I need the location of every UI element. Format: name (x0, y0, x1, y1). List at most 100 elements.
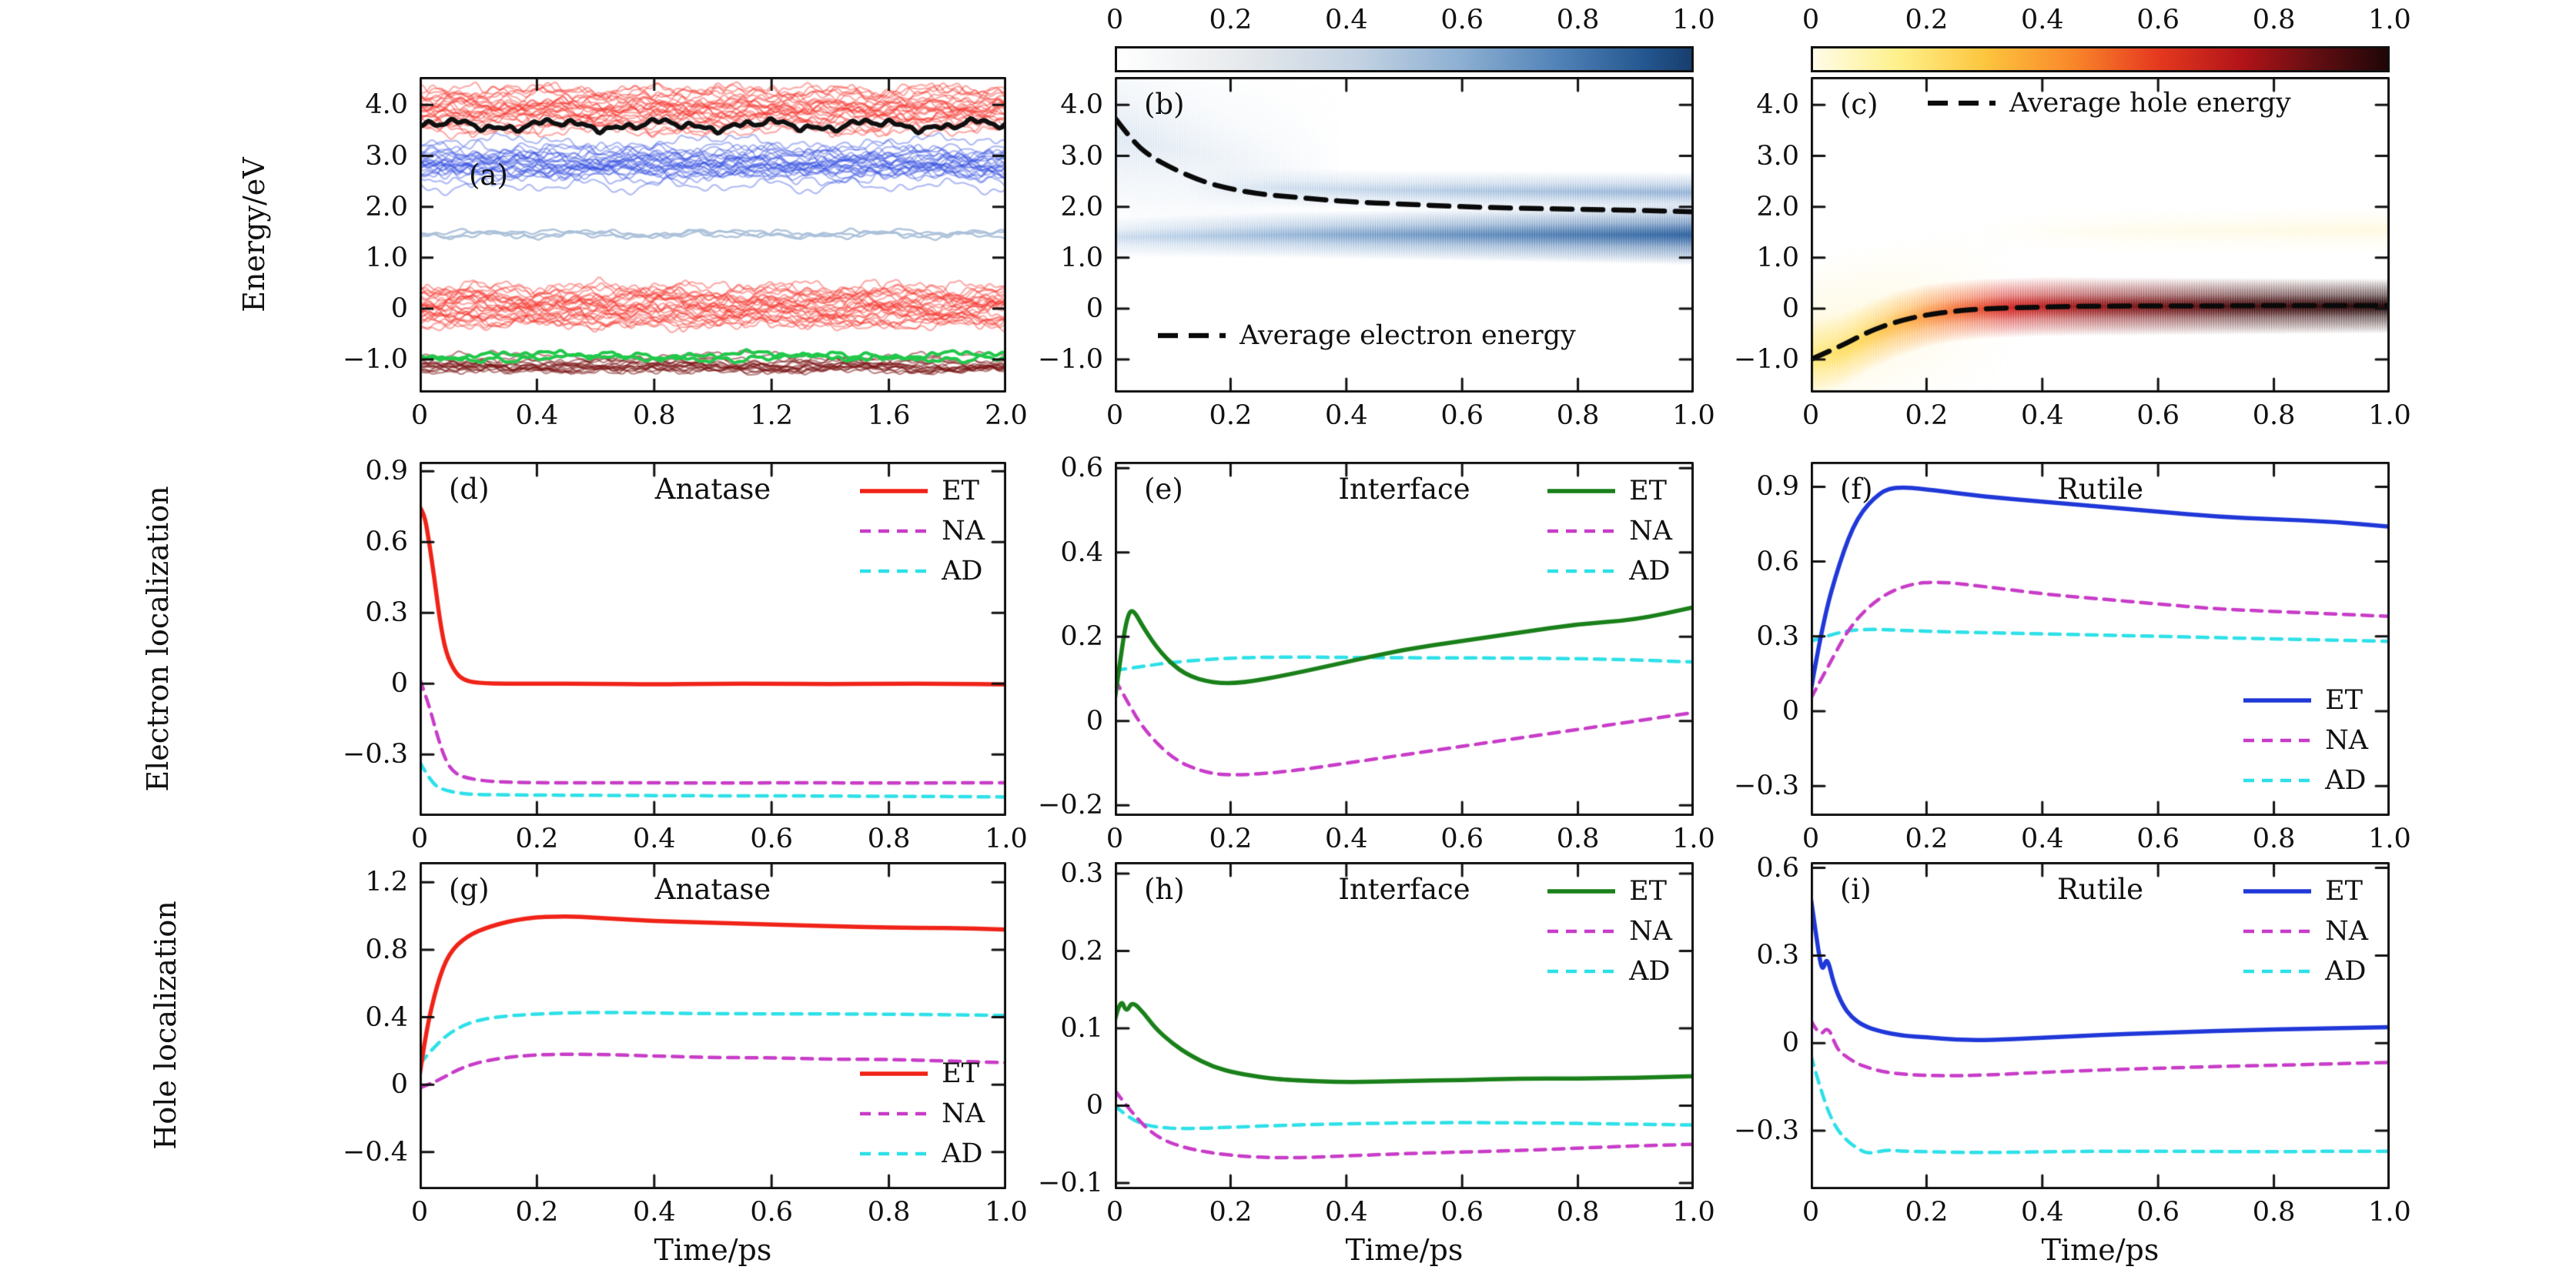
colorbar-tick-label: 0.4 (1324, 5, 1368, 35)
y-tick-label: 0 (390, 1069, 408, 1101)
y-tick-label: 0.4 (365, 1001, 408, 1033)
x-tick-label: 0.4 (1324, 1197, 1368, 1228)
legend-line-sample (1547, 889, 1616, 894)
x-axis-label-col1: Time/ps (654, 1233, 772, 1267)
legend-label: AD (942, 556, 983, 587)
y-tick-label: 0 (390, 292, 408, 324)
legend-line-sample (860, 569, 928, 573)
y-tick-label: 1.2 (365, 867, 408, 898)
x-tick-label: 0.8 (867, 824, 911, 854)
x-tick-label: 0.4 (632, 1197, 676, 1228)
x-tick-label: 1.2 (750, 400, 794, 431)
x-tick-label: 0.2 (515, 824, 559, 854)
colorbar-tick-label: 1.0 (1672, 5, 1715, 35)
panel-title: Rutile (2056, 873, 2144, 906)
y-tick-label: 0.3 (365, 597, 408, 629)
colorbar-tick-label: 0.2 (1905, 5, 1949, 35)
x-tick-label: 0.6 (1440, 1197, 1484, 1228)
y-tick-label: 0.3 (1756, 940, 1799, 971)
y-tick-label: 0 (1086, 705, 1103, 737)
legend-label: ET (942, 476, 979, 506)
legend-line-sample (860, 1071, 928, 1076)
legend-line-sample (1547, 489, 1616, 493)
y-tick-label: 3.0 (1060, 140, 1103, 172)
panel-a-canvas (420, 77, 1006, 393)
panel-label: (h) (1144, 873, 1185, 906)
legend: ET NA AD (1546, 474, 1672, 588)
y-tick-label: 0.4 (1060, 536, 1103, 568)
x-tick-label: 0.2 (515, 1197, 559, 1228)
legend-line-sample (1928, 100, 1996, 106)
legend: Average electron energy (1156, 319, 1576, 353)
x-tick-label: 0 (1106, 400, 1124, 431)
legend-line-sample (860, 489, 928, 493)
legend-line-sample (1547, 569, 1616, 573)
legend-line-sample (860, 1111, 928, 1116)
legend-label: AD (1629, 556, 1671, 587)
colorbar-tick-label: 0 (1802, 5, 1820, 35)
legend-line-sample (1547, 969, 1616, 974)
legend-entry: AD (858, 1137, 985, 1171)
panel-label: (g) (449, 873, 490, 906)
x-tick-label: 1.0 (1672, 400, 1715, 431)
x-tick-label: 0.8 (2252, 1197, 2296, 1228)
x-tick-label: 0.4 (1324, 400, 1368, 431)
x-tick-label: 0.4 (632, 824, 676, 854)
y-tick-label: −1.0 (1038, 344, 1103, 376)
legend-entry: AD (2242, 764, 2368, 797)
legend-entry: NA (858, 1097, 985, 1131)
x-tick-label: 0.2 (1209, 400, 1253, 431)
legend: ET NA AD (2242, 683, 2368, 797)
colorbar-tick-label: 0.6 (2136, 5, 2180, 35)
legend-label: NA (1629, 516, 1672, 546)
x-tick-label: 0 (1802, 400, 1820, 431)
x-tick-label: 0.4 (2020, 400, 2064, 431)
legend-entry: NA (1546, 514, 1672, 548)
legend-line-sample (1547, 929, 1616, 934)
legend-label: NA (1629, 916, 1672, 947)
x-tick-label: 0.4 (1324, 824, 1368, 854)
legend-entry: ET (858, 474, 985, 508)
y-tick-label: 0 (1086, 292, 1103, 324)
x-tick-label: 1.0 (985, 1197, 1028, 1228)
legend: ET NA AD (2242, 874, 2368, 988)
y-axis-label-energy: Energy/eV (237, 157, 271, 312)
panel-d-canvas (420, 462, 1006, 816)
x-tick-label: 0.6 (1440, 824, 1484, 854)
colorbar-tick-label: 0 (1106, 5, 1124, 35)
legend-line-sample (860, 529, 928, 533)
x-tick-label: 0.6 (1440, 400, 1484, 431)
x-tick-label: 2.0 (985, 400, 1028, 431)
legend-entry: ET (1546, 474, 1672, 508)
x-axis-label-col2: Time/ps (1345, 1233, 1464, 1267)
panel-label: (c) (1840, 88, 1878, 121)
colorbar-tick-label: 0.4 (2020, 5, 2064, 35)
legend-entry: AD (2242, 954, 2368, 988)
legend-line-sample (2243, 929, 2312, 934)
legend-entry: NA (858, 514, 985, 548)
panel-d-electron-localization-anatase: −0.3 0 0.3 0.6 0.9 0 0.2 0.4 0.6 0.8 1.0 (d) Anatase… (343, 456, 1028, 854)
x-tick-label: 1.0 (2368, 824, 2411, 854)
y-tick-label: 0 (1781, 292, 1799, 324)
x-tick-label: 0.2 (1209, 1197, 1253, 1228)
y-tick-label: 4.0 (365, 89, 408, 121)
panel-e-electron-localization-interface: −0.2 0 0.2 0.4 0.6 0 0.2 0.4 0.6 0.8 1.0 (e) Interfa… (1038, 453, 1715, 854)
x-tick-label: 0 (1802, 1197, 1820, 1228)
colorbar-hole-density: 0 0.2 0.4 0.6 0.8 1.0 (1802, 3, 2411, 75)
x-tick-label: 1.6 (867, 400, 911, 431)
y-tick-label: 0.9 (365, 456, 408, 487)
legend-entry: NA (2242, 914, 2368, 948)
panel-label: (a) (469, 159, 508, 192)
x-tick-label: 0.8 (1556, 1197, 1600, 1228)
y-tick-label: 0 (1086, 1090, 1103, 1121)
legend-entry: NA (2242, 724, 2368, 757)
y-tick-label: 0 (1781, 1028, 1799, 1059)
x-tick-label: 1.0 (2368, 400, 2411, 431)
colorbar-tick-label: 0.2 (1209, 5, 1253, 35)
panel-g-hole-localization-anatase: −0.4 0 0.4 0.8 1.2 0 0.2 0.4 0.6 0.8 1.0 (g) Anatase… (343, 862, 1028, 1228)
legend-line-sample (2243, 969, 2312, 974)
legend-line-sample (1547, 529, 1616, 533)
y-tick-label: 2.0 (1060, 191, 1103, 222)
x-tick-label: 0.4 (515, 400, 559, 431)
